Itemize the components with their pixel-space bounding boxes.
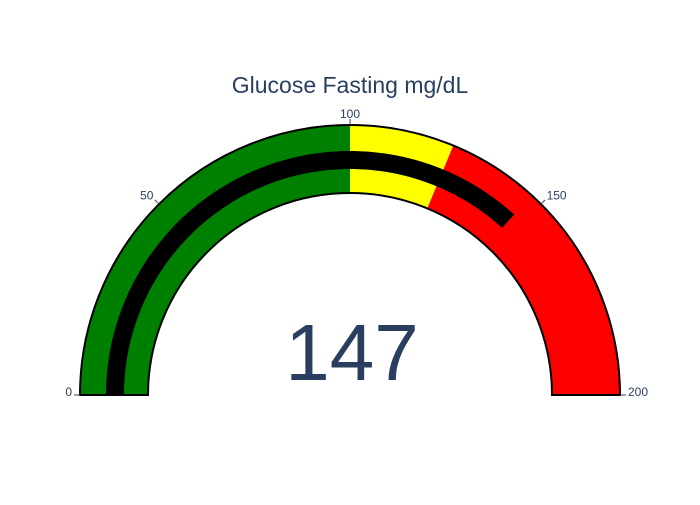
gauge-tick-label-0: 0: [65, 385, 72, 399]
gauge-step-2: [427, 145, 620, 395]
gauge-outline-layer: [78, 124, 622, 396]
gauge-step-0: [80, 125, 350, 395]
gauge-value-bar: [106, 151, 515, 395]
gauge-bar-layer: [106, 151, 515, 395]
gauge-tick-3: [540, 199, 546, 205]
gauge-tick-label-1: 50: [140, 189, 154, 203]
gauge-value: 147: [285, 308, 418, 397]
gauge-title: Glucose Fasting mg/dL: [232, 72, 469, 98]
gauge-tick-label-4: 200: [628, 385, 648, 399]
gauge-tick-1: [154, 199, 160, 205]
gauge-tick-label-3: 150: [547, 189, 567, 203]
gauge-tick-label-2: 100: [340, 107, 360, 121]
gauge-outline: [78, 124, 622, 396]
gauge-ticks: 0 50 100 150 200: [65, 107, 648, 399]
